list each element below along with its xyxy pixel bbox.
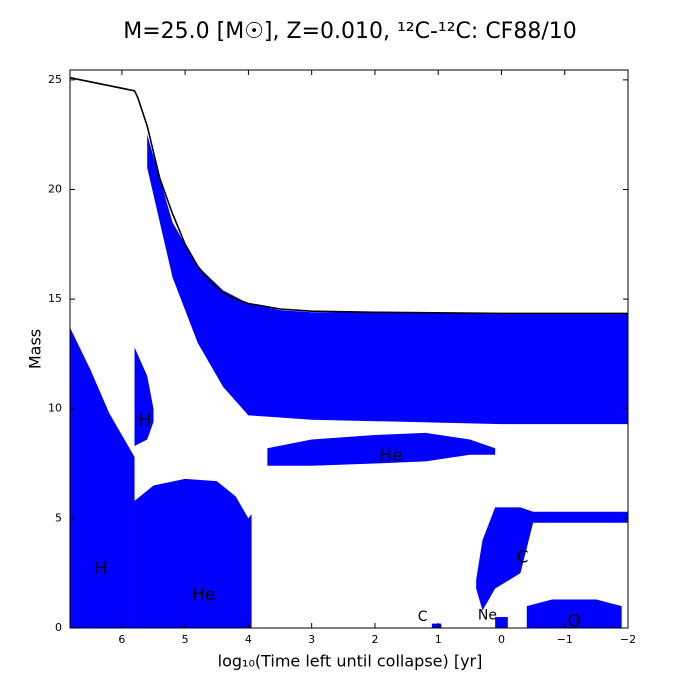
x-tick-label: 2 (371, 633, 378, 646)
mass-line (69, 76, 628, 315)
convective-region (147, 134, 629, 425)
x-tick-label: 4 (245, 633, 252, 646)
region-label: He (379, 446, 402, 466)
x-tick-label: 6 (118, 633, 125, 646)
convective-region (134, 478, 252, 628)
x-axis-label: log₁₀(Time left until collapse) [yr] (218, 652, 483, 671)
y-tick-label: 0 (55, 621, 62, 634)
y-tick-label: 25 (48, 73, 62, 86)
convective-region (495, 617, 508, 628)
convective-region (526, 599, 622, 628)
convective-region (134, 347, 154, 447)
x-tick-label: 1 (435, 633, 442, 646)
y-axis-label: Mass (26, 329, 45, 369)
y-tick-label: 5 (55, 511, 62, 524)
convective-region (267, 432, 496, 466)
region-label: He (192, 585, 215, 605)
x-tick-label: −1 (557, 633, 573, 646)
x-tick-label: 0 (498, 633, 505, 646)
convective-region (476, 507, 628, 611)
region-label: H (139, 411, 152, 431)
region-label: C (517, 547, 529, 567)
convective-region (70, 327, 135, 628)
plot-frame (69, 69, 629, 629)
region-label: Ne (478, 607, 497, 623)
y-tick-label: 20 (48, 182, 62, 195)
y-tick-label: 15 (48, 292, 62, 305)
x-tick-label: 3 (308, 633, 315, 646)
region-label: H (95, 559, 108, 579)
chart-title: M=25.0 [M☉], Z=0.010, ¹²C-¹²C: CF88/10 (123, 19, 576, 44)
region-label: O (568, 612, 581, 632)
x-tick-label: −2 (620, 633, 636, 646)
region-label: C (418, 609, 428, 625)
y-tick-label: 10 (48, 402, 62, 415)
convective-region (431, 623, 442, 628)
x-tick-label: 5 (182, 633, 189, 646)
